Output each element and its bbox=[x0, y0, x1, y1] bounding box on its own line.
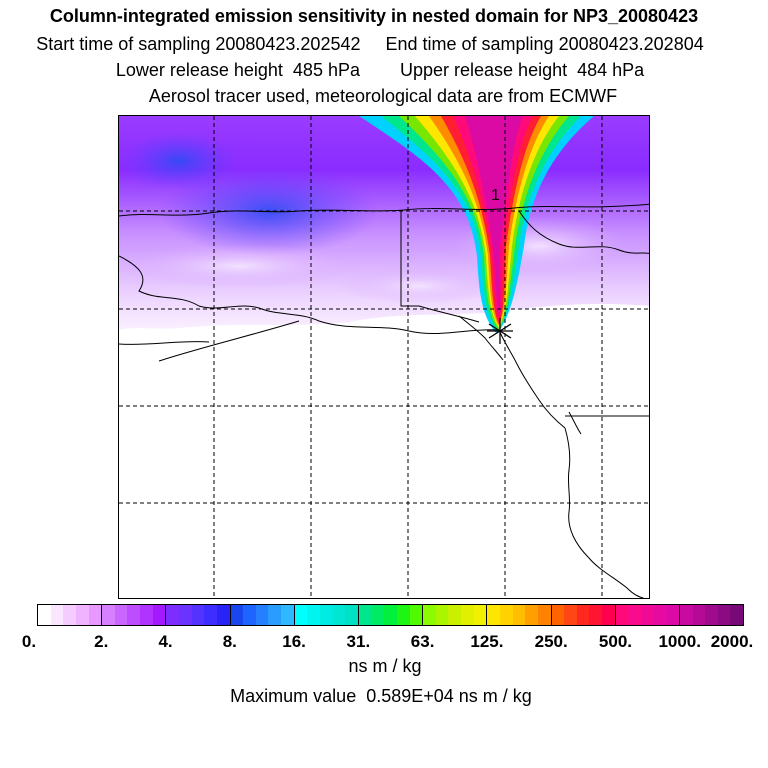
color-scale-tick-label: 2. bbox=[94, 632, 109, 651]
color-scale-tick-label: 0. bbox=[21, 632, 37, 651]
low-sensitivity-band bbox=[119, 244, 359, 288]
color-scale-swatch bbox=[564, 605, 577, 625]
color-scale-swatch bbox=[602, 605, 615, 625]
color-scale-segment bbox=[423, 605, 488, 625]
color-scale-segment bbox=[358, 605, 424, 625]
color-scale-swatch bbox=[666, 605, 679, 625]
color-scale-swatch bbox=[499, 605, 513, 625]
color-scale-tick-label: 63. bbox=[410, 632, 435, 651]
color-scale-swatch bbox=[294, 605, 308, 625]
color-scale-swatch bbox=[75, 605, 89, 625]
color-scale-swatch bbox=[114, 605, 128, 625]
color-scale-swatch bbox=[448, 605, 462, 625]
map-title: Column-integrated emission sensitivity i… bbox=[49, 6, 699, 26]
color-scale-swatch bbox=[423, 605, 436, 625]
color-scale-bar bbox=[37, 604, 744, 626]
color-scale-swatch bbox=[576, 605, 590, 625]
color-scale-swatch bbox=[320, 605, 333, 625]
color-scale-segment bbox=[166, 605, 231, 625]
color-scale-tick-label: 1000. bbox=[658, 632, 701, 651]
color-scale-swatch bbox=[140, 605, 153, 625]
color-scale-swatch bbox=[255, 605, 269, 625]
color-scale-swatch bbox=[628, 605, 641, 625]
color-scale-swatch bbox=[525, 605, 538, 625]
color-scale-tick-label: 16. bbox=[282, 632, 306, 651]
color-scale-swatch bbox=[281, 605, 294, 625]
color-scale-swatch bbox=[243, 605, 256, 625]
map-canvas: 1 bbox=[119, 116, 649, 598]
color-scale-tick-label: 4. bbox=[158, 632, 173, 651]
coastlines bbox=[119, 203, 649, 598]
color-scale-tick-label: 500. bbox=[598, 632, 632, 651]
color-scale-swatch bbox=[512, 605, 526, 625]
color-scale-swatch bbox=[589, 605, 603, 625]
color-scale-segment bbox=[38, 605, 103, 625]
color-scale-swatch bbox=[307, 605, 321, 625]
color-scale-segment bbox=[294, 605, 359, 625]
color-scale-segment bbox=[102, 605, 167, 625]
release-height-line: Lower release height 485 hPa Upper relea… bbox=[115, 60, 645, 80]
color-scale-ticks: 0. 2. 4. 8. 16. 31. 63. 125. 250. 500. 1000. 2000. bbox=[0, 632, 768, 656]
color-scale-tick-label: 31. bbox=[346, 632, 371, 651]
trajectory-marker-label: 1 bbox=[491, 187, 500, 204]
color-scale-swatch bbox=[705, 605, 718, 625]
low-sensitivity-band bbox=[339, 268, 499, 304]
color-scale-swatch bbox=[102, 605, 115, 625]
color-scale-swatch bbox=[679, 605, 693, 625]
color-scale-swatch bbox=[551, 605, 565, 625]
release-point-marker bbox=[487, 318, 513, 344]
color-scale-tick-label: 2000. bbox=[710, 632, 754, 651]
color-scale-units: ns m / kg bbox=[348, 656, 422, 676]
color-scale-swatch bbox=[268, 605, 282, 625]
color-scale-swatch bbox=[204, 605, 217, 625]
color-scale-segment bbox=[487, 605, 552, 625]
color-scale-swatch bbox=[230, 605, 244, 625]
color-scale-swatch bbox=[179, 605, 192, 625]
color-scale-swatch bbox=[537, 605, 551, 625]
color-scale-tick-label: 8. bbox=[222, 632, 237, 651]
color-scale-swatch bbox=[38, 605, 51, 625]
color-scale-swatch bbox=[384, 605, 397, 625]
color-scale-swatch bbox=[216, 605, 230, 625]
color-scale-segment bbox=[615, 605, 680, 625]
color-scale-swatch bbox=[692, 605, 706, 625]
color-scale-swatch bbox=[473, 605, 487, 625]
tracer-info-line: Aerosol tracer used, meteorological data… bbox=[148, 86, 618, 106]
color-scale-swatch bbox=[730, 605, 744, 625]
color-scale-segment bbox=[551, 605, 616, 625]
color-scale-swatch bbox=[653, 605, 667, 625]
color-scale-swatch bbox=[371, 605, 385, 625]
color-scale-swatch bbox=[88, 605, 102, 625]
color-scale-swatch bbox=[166, 605, 180, 625]
color-scale-swatch bbox=[152, 605, 166, 625]
color-scale-tick-label: 250. bbox=[534, 632, 568, 651]
color-scale-swatch bbox=[487, 605, 500, 625]
color-scale-swatch bbox=[127, 605, 141, 625]
color-scale-swatch bbox=[615, 605, 629, 625]
color-scale-swatch bbox=[409, 605, 423, 625]
color-scale-swatch bbox=[345, 605, 358, 625]
color-scale-swatch bbox=[396, 605, 410, 625]
color-scale-segment bbox=[679, 605, 744, 625]
color-scale-swatch bbox=[435, 605, 449, 625]
emission-sensitivity-map: 1 bbox=[118, 115, 650, 599]
color-scale-swatch bbox=[191, 605, 205, 625]
color-scale-tick-label: 125. bbox=[470, 632, 504, 651]
color-scale-swatch bbox=[358, 605, 372, 625]
color-scale-swatch bbox=[332, 605, 346, 625]
high-sensitivity-patch bbox=[119, 131, 239, 191]
color-scale-segment bbox=[230, 605, 295, 625]
color-scale-swatch bbox=[640, 605, 654, 625]
color-scale-swatch bbox=[717, 605, 731, 625]
color-scale-swatch bbox=[461, 605, 474, 625]
color-scale-swatch bbox=[63, 605, 76, 625]
emission-plume bbox=[359, 116, 594, 334]
color-scale-swatch bbox=[50, 605, 64, 625]
maximum-value-text: Maximum value 0.589E+04 ns m / kg bbox=[230, 686, 532, 706]
sampling-time-line: Start time of sampling 20080423.202542 E… bbox=[36, 34, 704, 54]
